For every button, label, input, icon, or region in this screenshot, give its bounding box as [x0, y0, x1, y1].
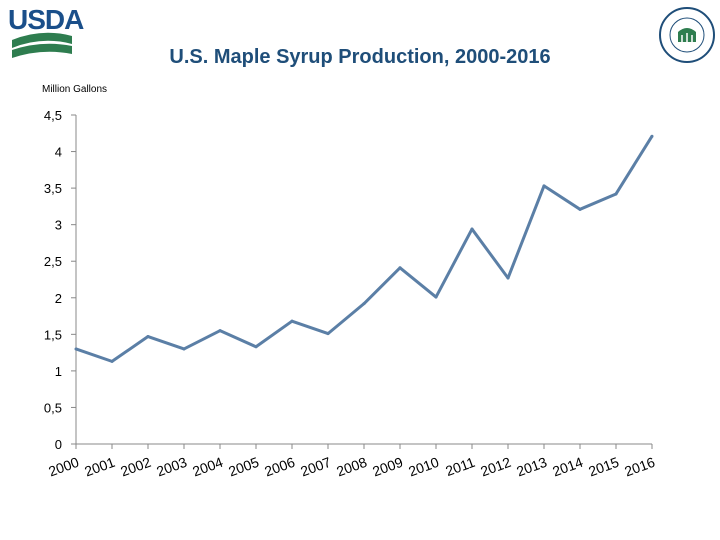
x-axis-ticks: 2000 2001 2002 2003 2004 2005 2006 2007 2008 2009…: [46, 444, 657, 479]
data-point: [578, 207, 582, 211]
y-tick-label: 4: [55, 145, 62, 160]
chart-axes: [75, 115, 652, 445]
x-tick-label: 2011: [443, 454, 477, 479]
x-tick-label: 2005: [226, 454, 261, 480]
usda-logo-graphic: [12, 32, 72, 58]
y-tick-label: 2,5: [44, 254, 62, 269]
x-tick-label: 2000: [46, 454, 81, 480]
x-tick-label: 2007: [298, 454, 333, 480]
data-point: [254, 345, 258, 349]
data-point: [650, 134, 654, 138]
data-point: [434, 295, 438, 299]
data-point: [398, 266, 402, 270]
x-tick-label: 2012: [478, 454, 513, 480]
data-point: [542, 184, 546, 188]
x-tick-label: 2010: [406, 454, 441, 480]
data-point: [146, 335, 150, 339]
x-tick-label: 2013: [514, 454, 549, 480]
y-axis-label: Million Gallons: [42, 84, 108, 95]
y-tick-label: 2: [55, 291, 62, 306]
data-point: [74, 347, 78, 351]
data-point: [218, 329, 222, 333]
x-tick-label: 2014: [550, 454, 585, 480]
data-point: [110, 359, 114, 363]
x-tick-label: 2001: [82, 454, 117, 480]
data-point: [614, 192, 618, 196]
x-tick-label: 2009: [370, 454, 405, 480]
data-point: [290, 319, 294, 323]
usda-logo: [8, 6, 76, 62]
x-tick-label: 2015: [586, 454, 621, 480]
y-tick-label: 0,5: [44, 400, 62, 415]
y-tick-label: 1,5: [44, 327, 62, 342]
data-point: [182, 347, 186, 351]
x-tick-label: 2006: [262, 454, 297, 480]
agriculture-counts-seal-icon: [658, 6, 716, 64]
x-tick-label: 2002: [118, 454, 153, 480]
y-tick-label: 0: [55, 437, 62, 452]
data-point: [326, 332, 330, 336]
y-tick-label: 4,5: [44, 108, 62, 123]
chart-title: U.S. Maple Syrup Production, 2000-2016: [169, 46, 551, 68]
data-point: [506, 276, 510, 280]
x-tick-label: 2016: [622, 454, 657, 480]
y-tick-label: 3,5: [44, 181, 62, 196]
series-group: [74, 134, 654, 363]
data-point: [362, 302, 366, 306]
data-point: [470, 227, 474, 231]
y-tick-label: 1: [55, 364, 62, 379]
usda-logo-text: USDA: [8, 4, 84, 35]
x-tick-label: 2003: [154, 454, 189, 480]
x-tick-label: 2008: [334, 454, 369, 480]
y-axis-ticks: 0 0,5 1 1,5 2 2,5 3 3,5 4 4,5: [44, 108, 76, 452]
y-tick-label: 3: [55, 218, 62, 233]
x-tick-label: 2004: [190, 454, 225, 480]
series-line: [75, 135, 654, 363]
